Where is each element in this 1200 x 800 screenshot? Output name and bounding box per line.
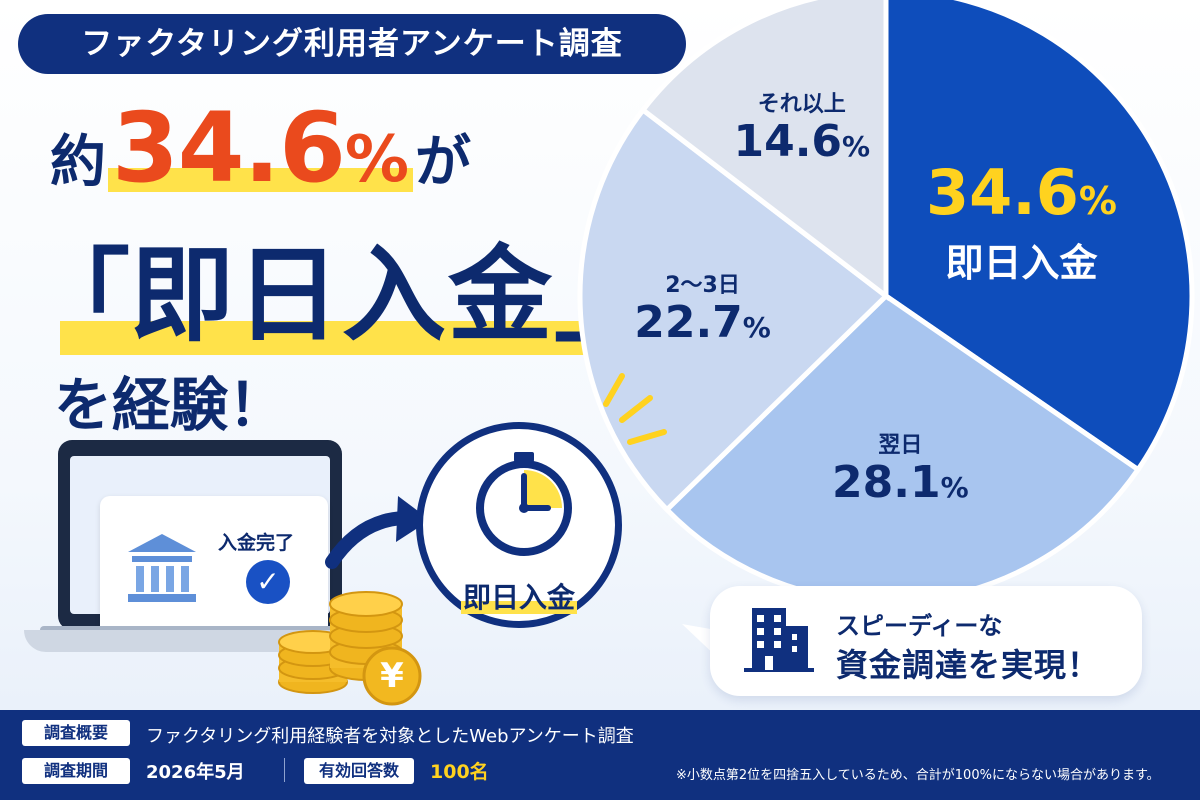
headline-post: が bbox=[414, 130, 471, 195]
footer-note: ※小数点第2位を四捨五入しているため、合計が100%にならない場合があります。 bbox=[676, 768, 1160, 783]
pie-slice-more bbox=[639, 0, 889, 302]
bubble-line1: スピーディーな bbox=[836, 612, 1003, 640]
headline-percent-number: 34.6 bbox=[112, 92, 346, 204]
pie-category: 翌日 bbox=[878, 432, 923, 458]
headline-pre: 約 bbox=[50, 130, 106, 195]
clock-label-text: 即日入金 bbox=[460, 581, 577, 614]
pie-value: 22.7% bbox=[634, 296, 771, 348]
responses-count: 100名 bbox=[430, 761, 489, 783]
pie-category-same-day: 即日入金 bbox=[945, 241, 1098, 286]
headline-line3: を経験！ bbox=[54, 371, 287, 439]
bank-icon bbox=[128, 534, 196, 602]
headline-line1: 約34.6% が bbox=[50, 92, 471, 204]
yen-symbol: ¥ bbox=[380, 656, 404, 696]
headline-percent-unit: % bbox=[344, 123, 409, 197]
period-tag: 調査期間 bbox=[22, 758, 130, 784]
pie-label-same-day: 34.6% 即日入金 bbox=[926, 162, 1117, 287]
overview-tag: 調査概要 bbox=[22, 720, 130, 746]
pie-slice-2-3-days bbox=[577, 106, 890, 514]
deposit-complete-label: 入金完了 bbox=[218, 532, 295, 554]
headline-percent: 34.6% bbox=[108, 92, 413, 204]
pie-label-more: それ以上 14.6% bbox=[733, 86, 870, 166]
pie-category: 2〜3日 bbox=[665, 272, 740, 298]
clock-label: 即日入金 bbox=[416, 576, 622, 616]
period-text: 2026年5月 bbox=[146, 762, 245, 783]
pie-value-same-day: 34.6% bbox=[925, 156, 1117, 230]
headline-big: 即日入金 bbox=[130, 234, 555, 356]
top-banner: ファクタリング利用者アンケート調査 bbox=[18, 14, 686, 74]
footer-separator bbox=[284, 758, 285, 782]
pie-value: 28.1% bbox=[832, 456, 969, 508]
pie-label-2-3-days: 2〜3日 22.7% bbox=[634, 267, 771, 347]
building-icon bbox=[744, 608, 814, 672]
pie-label-next-day: 翌日 28.1% bbox=[832, 427, 969, 507]
bubble-line2: 資金調達を実現！ bbox=[836, 646, 1101, 684]
responses-tag: 有効回答数 bbox=[304, 758, 414, 784]
bracket-open: 「 bbox=[30, 238, 130, 355]
overview-text: ファクタリング利用経験者を対象としたWebアンケート調査 bbox=[146, 726, 634, 747]
headline-highlight: 「即日入金」 bbox=[30, 210, 654, 361]
check-icon: ✓ bbox=[246, 560, 290, 604]
pie-slice-same-day bbox=[883, 0, 1195, 474]
pie-value: 14.6% bbox=[733, 115, 871, 167]
headline-line2: 「即日入金」 bbox=[30, 210, 654, 361]
footer bbox=[0, 710, 1200, 800]
pie-category: それ以上 bbox=[757, 91, 846, 117]
